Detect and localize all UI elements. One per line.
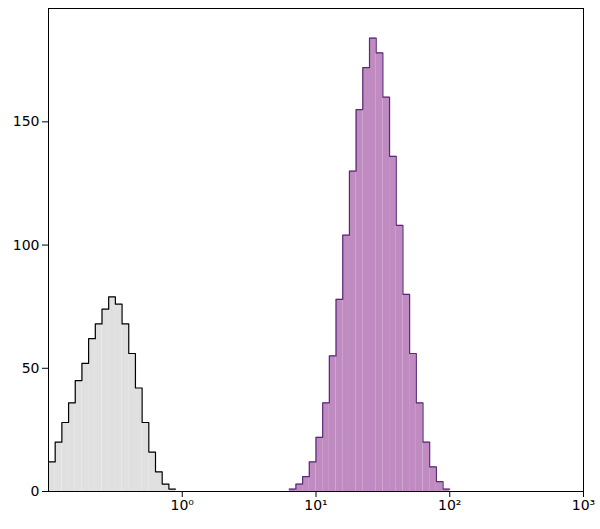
svg-text:10¹: 10¹ — [304, 497, 327, 513]
svg-text:10³: 10³ — [572, 497, 595, 513]
svg-text:0: 0 — [31, 483, 40, 499]
svg-text:100: 100 — [13, 237, 40, 253]
svg-text:10⁰: 10⁰ — [171, 497, 195, 513]
svg-text:150: 150 — [13, 113, 40, 129]
svg-text:10²: 10² — [438, 497, 461, 513]
svg-text:50: 50 — [22, 360, 40, 376]
